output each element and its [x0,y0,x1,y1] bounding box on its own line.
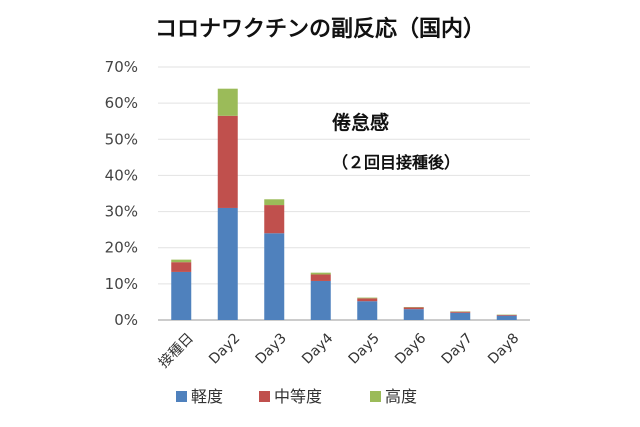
chart-title: コロナワクチンの副反応（国内） [155,16,485,42]
y-axis: 0% 10% 20% 30% 40% 50% 60% 70% [105,58,138,329]
bar-segment-軽度 [357,301,378,320]
y-tick-label: 60% [105,94,138,112]
x-tick-label: Day8 [485,330,522,367]
bar-segment-中等度 [171,262,192,272]
bar-segment-中等度 [450,311,471,313]
legend: 軽度 中等度 高度 [176,387,417,406]
bar-segment-高度 [171,259,192,263]
bar-segment-軽度 [171,271,192,320]
x-tick-label: Day2 [206,330,243,367]
bar-segment-高度 [310,272,331,275]
bar-segment-軽度 [310,280,331,320]
x-tick-label: Day3 [253,330,290,367]
bar-segment-中等度 [403,307,424,310]
legend-swatch [176,391,187,402]
x-tick-label: Day7 [439,330,476,367]
y-tick-label: 10% [105,275,138,293]
y-tick-label: 20% [105,239,138,257]
annotation-subtitle: （２回目接種後） [332,153,460,172]
legend-label: 軽度 [191,387,223,406]
x-tick-label: 接種日 [155,330,197,372]
bar-segment-高度 [264,199,285,206]
legend-swatch [370,391,381,402]
bar-segment-中等度 [264,205,285,234]
legend-label: 高度 [385,387,417,406]
bar-segment-軽度 [450,312,471,320]
annotation-title: 倦怠感 [332,111,389,134]
y-tick-label: 70% [105,58,138,76]
bar-segment-中等度 [310,274,331,281]
bar-segment-軽度 [217,207,238,320]
bars [171,88,517,320]
bar-segment-中等度 [217,115,238,208]
bar-segment-軽度 [264,233,285,320]
y-tick-label: 40% [105,166,138,184]
bar-segment-軽度 [496,315,517,320]
y-tick-label: 30% [105,203,138,221]
legend-label: 中等度 [274,387,322,406]
y-tick-label: 50% [105,130,138,148]
y-tick-label: 0% [114,311,138,329]
legend-swatch [259,391,270,402]
x-axis: 接種日 Day2 Day3 Day4 Day5 Day6 Day7 Day8 [155,330,522,372]
x-tick-label: Day6 [392,330,429,367]
gridlines [158,66,530,321]
bar-segment-高度 [357,297,378,299]
bar-segment-高度 [217,88,238,116]
x-tick-label: Day4 [299,330,336,367]
x-tick-label: Day5 [346,330,383,367]
bar-segment-中等度 [496,314,517,316]
bar-segment-中等度 [357,298,378,302]
bar-segment-軽度 [403,309,424,320]
